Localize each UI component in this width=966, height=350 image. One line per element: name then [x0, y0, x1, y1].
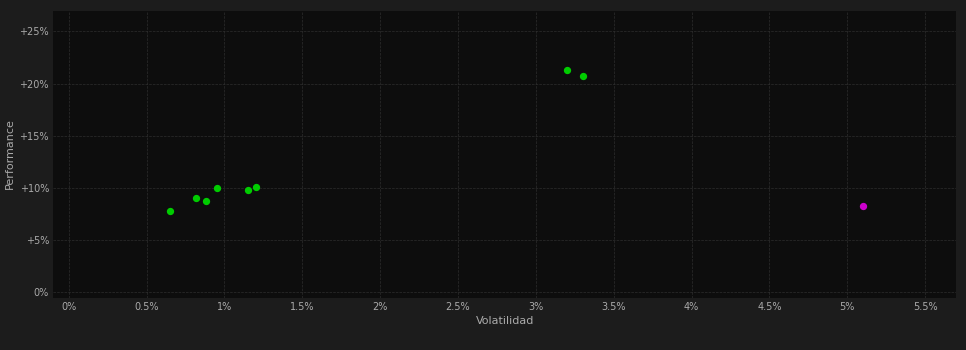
- Point: [198, 199, 213, 204]
- Point: [209, 185, 224, 191]
- Point: [855, 203, 870, 209]
- Point: [162, 208, 178, 214]
- Point: [575, 74, 590, 79]
- Point: [241, 187, 256, 193]
- X-axis label: Volatilidad: Volatilidad: [475, 316, 534, 326]
- Point: [559, 67, 575, 73]
- Point: [188, 196, 204, 201]
- Y-axis label: Performance: Performance: [5, 119, 15, 189]
- Point: [248, 184, 264, 190]
